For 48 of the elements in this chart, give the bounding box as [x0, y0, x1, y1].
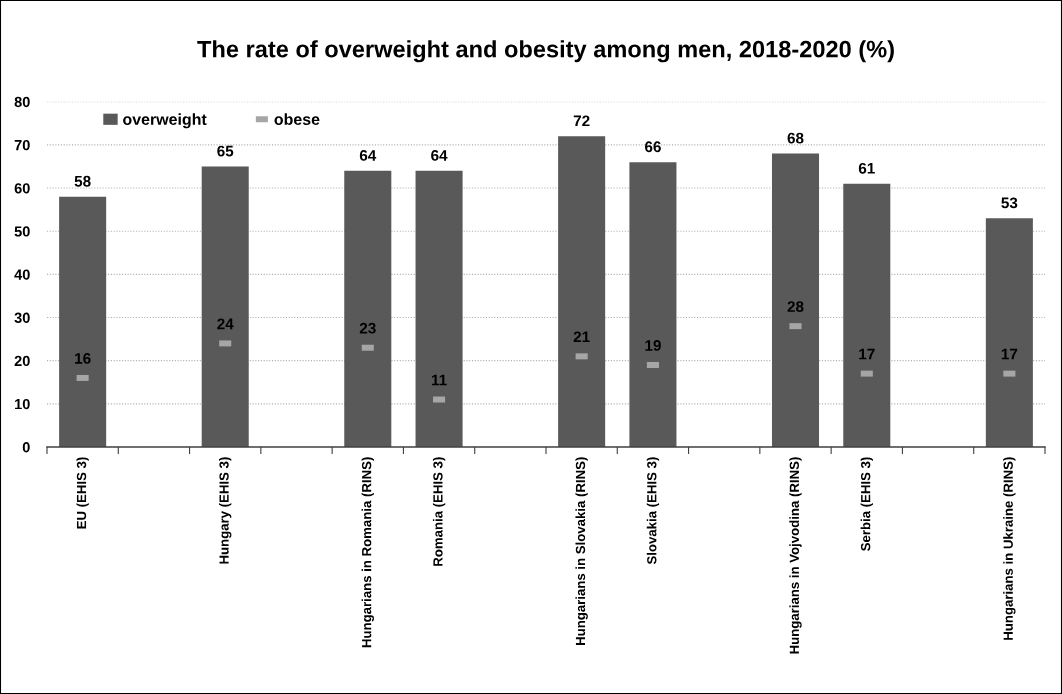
y-tick-label: 70 [14, 139, 30, 151]
data-label: 24 [217, 318, 234, 330]
x-tick-label: Slovakia (EHIS 3) [646, 457, 660, 565]
y-tick-label: 0 [22, 442, 30, 453]
x-tick-label: EU (EHIS 3) [76, 457, 89, 529]
y-tick-label: 80 [14, 96, 30, 108]
data-label: 16 [75, 352, 91, 364]
data-label: 64 [359, 149, 377, 161]
data-label: 23 [359, 322, 376, 334]
chart-title: The rate of overweight and obesity among men, 2018-2020 (%) [197, 40, 894, 63]
y-tick-label: 40 [14, 269, 30, 280]
bar [629, 162, 677, 447]
bar [558, 136, 606, 447]
x-tick-label: Hungarians in Vojvodina (RINS) [789, 457, 802, 654]
bar [985, 218, 1033, 447]
data-label: 64 [431, 149, 448, 161]
y-tick-label: 20 [14, 355, 30, 367]
bar [59, 196, 107, 447]
bar [344, 170, 392, 447]
x-tick-label: Hungarians in Slovakia (RINS) [575, 457, 588, 645]
x-tick-label: Serbia (EHIS 3) [860, 457, 873, 551]
data-label: 11 [431, 374, 447, 386]
y-tick-label: 60 [14, 183, 30, 194]
legend-label: obese [274, 113, 320, 125]
x-tick-label: Hungarians in Ukraine (RINS) [1003, 457, 1016, 640]
bar [201, 166, 249, 447]
data-label: 68 [787, 132, 804, 144]
x-tick-label: Romania (EHIS 3) [432, 457, 446, 566]
data-label: 72 [573, 115, 590, 127]
data-label: 28 [787, 301, 804, 313]
data-label: 17 [859, 348, 875, 360]
data-label: 19 [645, 340, 661, 351]
data-label: 66 [644, 141, 661, 153]
data-label: 53 [1001, 197, 1018, 209]
y-tick-label: 30 [14, 312, 30, 323]
data-label: 17 [1001, 348, 1018, 360]
data-label: 61 [858, 162, 875, 174]
bar [771, 153, 820, 447]
bar [415, 170, 463, 447]
x-tick-label: Hungary (EHIS 3) [219, 457, 232, 564]
y-tick-label: 10 [15, 398, 30, 410]
legend-label: overweight [123, 113, 207, 129]
x-tick-label: Hungarians in Romania (RINS) [361, 457, 374, 648]
bar [843, 183, 891, 447]
y-tick-label: 50 [14, 226, 30, 237]
data-label: 65 [217, 145, 234, 157]
data-label: 58 [74, 175, 91, 187]
data-label: 21 [573, 331, 590, 343]
